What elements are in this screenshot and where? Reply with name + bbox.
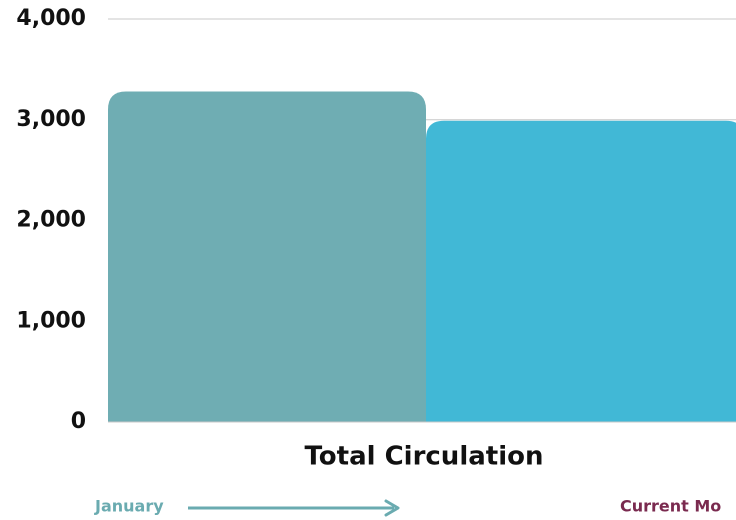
bar <box>108 91 426 422</box>
y-tick-label: 0 <box>71 409 86 434</box>
legend-label: Current Mo <box>620 497 721 516</box>
y-tick-label: 1,000 <box>16 308 86 333</box>
x-tick-label: Total Circulation <box>305 442 544 472</box>
legend-label: January <box>94 497 164 516</box>
bar <box>426 120 736 422</box>
legend-arrow-head <box>384 499 400 517</box>
y-tick-label: 4,000 <box>16 6 86 31</box>
y-tick-label: 2,000 <box>16 208 86 233</box>
y-tick-label: 3,000 <box>16 107 86 132</box>
